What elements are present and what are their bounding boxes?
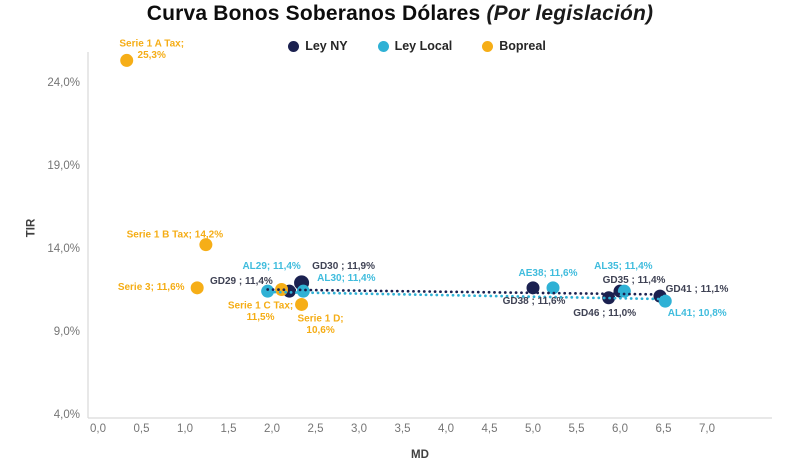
x-tick-label: 0,0 — [90, 423, 106, 435]
data-label-AE38: AE38; 11,6% — [519, 268, 578, 279]
data-point-AL29 — [261, 284, 275, 298]
legend-item-ley-local: Ley Local — [377, 39, 453, 53]
trendline-ley-ny — [266, 288, 665, 296]
legend-swatch-bopreal-icon — [482, 40, 494, 52]
data-label-Serie3: Serie 3; 11,6% — [118, 282, 185, 293]
x-tick-label: 5,0 — [525, 423, 541, 435]
chart-title-main: Curva Bonos Soberanos Dólares — [146, 2, 481, 25]
x-tick-label: 4,0 — [438, 423, 454, 435]
legend-label-ley-local: Ley Local — [394, 39, 453, 53]
data-point-AL30 — [296, 284, 310, 298]
y-tick-label: 9,0% — [54, 326, 80, 338]
legend-swatch-ley-local-icon — [377, 40, 389, 52]
legend-label-bopreal: Bopreal — [499, 39, 546, 53]
data-point-AE38 — [546, 281, 560, 295]
legend-label-ley-ny: Ley NY — [305, 39, 348, 53]
data-point-Serie1CTax — [275, 283, 289, 296]
data-point-Serie1ATax — [120, 53, 134, 67]
data-label-AL30: AL30; 11,4% — [317, 273, 375, 284]
x-tick-label: 2,5 — [308, 423, 324, 435]
data-label-AL35: AL35; 11,4% — [594, 261, 652, 272]
x-tick-label: 0,5 — [134, 423, 150, 435]
x-tick-label: 7,0 — [699, 423, 715, 435]
data-label-AL29: AL29; 11,4% — [242, 261, 300, 272]
data-point-Serie1BTax — [199, 238, 213, 252]
x-tick-label: 3,5 — [395, 423, 411, 435]
data-point-Serie3 — [190, 281, 204, 295]
y-tick-label: 4,0% — [54, 409, 80, 421]
legend: Ley NY Ley Local Bopreal — [0, 39, 800, 53]
x-tick-label: 6,5 — [656, 423, 672, 435]
data-label-GD30: GD30 ; 11,9% — [312, 261, 375, 272]
y-tick-label: 24,0% — [47, 77, 80, 89]
data-point-AL35 — [617, 284, 631, 298]
x-tick-label: 3,0 — [351, 423, 367, 435]
x-tick-label: 5,5 — [569, 423, 585, 435]
y-tick-label: 14,0% — [47, 243, 80, 255]
data-label-Serie1ATax: Serie 1 A Tax; 25,3% — [119, 38, 184, 61]
x-tick-label: 4,5 — [482, 423, 498, 435]
data-label-Serie1CTax: Serie 1 C Tax; 11,5% — [228, 301, 293, 324]
x-axis-title: MD — [411, 449, 429, 461]
x-tick-label: 1,0 — [177, 423, 193, 435]
data-label-Serie1D: Serie 1 D; 10,6% — [298, 313, 344, 336]
data-label-GD38: GD38 ; 11,6% — [503, 296, 566, 307]
data-label-GD41: GD41 ; 11,1% — [666, 284, 729, 295]
data-label-GD29: GD29 ; 11,4% — [210, 276, 273, 287]
data-point-GD38 — [526, 281, 540, 295]
x-tick-label: 2,0 — [264, 423, 280, 435]
chart-title: Curva Bonos Soberanos Dólares (Por legis… — [0, 2, 800, 26]
chart-title-subtitle: (Por legislación) — [480, 2, 654, 25]
y-tick-label: 19,0% — [47, 160, 80, 172]
data-label-Serie1BTax: Serie 1 B Tax; 14,2% — [127, 230, 224, 241]
legend-item-ley-ny: Ley NY — [288, 39, 348, 53]
data-point-AL41 — [658, 294, 672, 308]
data-label-GD46: GD46 ; 11,0% — [573, 308, 636, 319]
data-label-AL41: AL41; 10,8% — [668, 308, 727, 319]
legend-item-bopreal: Bopreal — [482, 39, 546, 53]
x-tick-label: 1,5 — [221, 423, 237, 435]
x-tick-label: 6,0 — [612, 423, 628, 435]
data-label-GD35: GD35 ; 11,4% — [603, 275, 666, 286]
trendline-ley-local — [268, 290, 670, 301]
legend-swatch-ley-ny-icon — [288, 40, 300, 52]
data-point-Serie1D — [295, 297, 309, 311]
